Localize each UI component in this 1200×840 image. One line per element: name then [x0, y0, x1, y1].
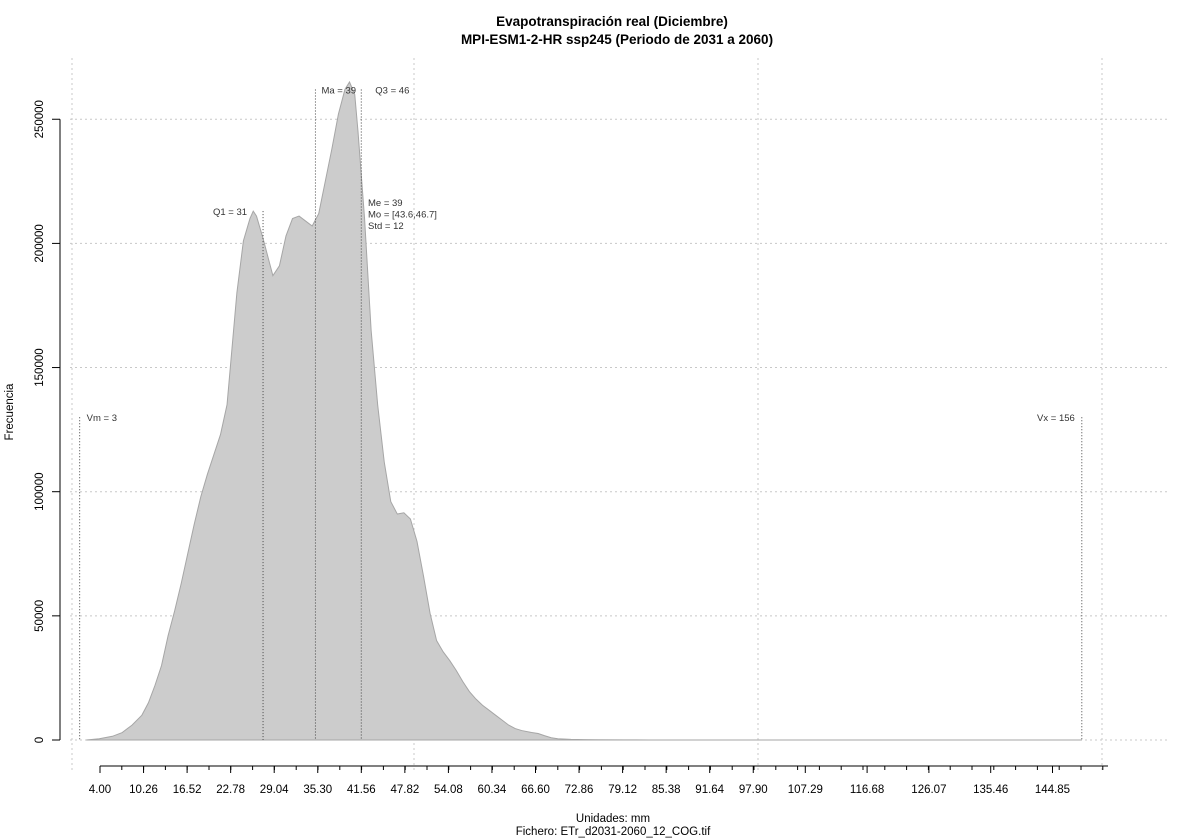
x-tick-label: 60.34: [478, 784, 507, 796]
reference-label: Ma = 39: [321, 85, 356, 96]
reference-label: Vm = 3: [87, 413, 117, 424]
annotations: Vm = 3 Q1 = 31 Ma = 39 Q3 = 46 Vx = 156 Me = …: [87, 85, 1075, 424]
x-tick-label: 22.78: [216, 784, 245, 796]
x-tick-label: 85.38: [652, 784, 681, 796]
stats-label: Mo = [43.6,46.7]: [368, 210, 437, 221]
y-tick-label: 100000: [34, 473, 46, 511]
stats-label: Std = 12: [368, 221, 404, 232]
y-tick-label: 50000: [34, 600, 46, 632]
chart-subtitle: MPI-ESM1-2-HR ssp245 (Periodo de 2031 a …: [461, 32, 773, 47]
file-caption: Fichero: ETr_d2031-2060_12_COG.tif: [516, 826, 711, 838]
x-tick-label: 47.82: [390, 784, 419, 796]
x-tick-label: 35.30: [303, 784, 332, 796]
x-tick-label: 79.12: [608, 784, 637, 796]
reference-label: Q1 = 31: [213, 207, 247, 218]
reference-lines: [79, 89, 1083, 740]
x-tick-label: 107.29: [788, 784, 823, 796]
x-tick-label: 29.04: [260, 784, 289, 796]
x-tick-label: 135.46: [973, 784, 1008, 796]
x-axis-title: Unidades: mm: [576, 813, 650, 825]
reference-label: Q3 = 46: [375, 85, 409, 96]
x-tick-label: 126.07: [911, 784, 946, 796]
reference-label: Vx = 156: [1037, 413, 1075, 424]
y-axis-title: Frecuencia: [4, 383, 16, 440]
stats-label: Me = 39: [368, 198, 403, 209]
x-tick-label: 10.26: [129, 784, 158, 796]
x-tick-label: 91.64: [695, 784, 724, 796]
y-tick-label: 200000: [34, 224, 46, 262]
frequency-area: [86, 80, 1082, 741]
x-tick-label: 66.60: [521, 784, 550, 796]
x-tick-label: 72.86: [565, 784, 594, 796]
x-tick-label: 4.00: [89, 784, 111, 796]
axes: [59, 119, 1108, 767]
x-tick-label: 16.52: [173, 784, 202, 796]
y-tick-label: 150000: [34, 348, 46, 386]
x-tick-label: 41.56: [347, 784, 376, 796]
y-tick-label: 250000: [34, 100, 46, 138]
tick-labels: 0 50000 100000 150000 200000 250000 4.00 10.26 1…: [34, 100, 1104, 796]
x-tick-label: 54.08: [434, 784, 463, 796]
x-tick-label: 144.85: [1035, 784, 1070, 796]
chart-title: Evapotranspiración real (Diciembre): [496, 14, 728, 29]
y-tick-label: 0: [34, 737, 46, 743]
x-tick-label: 116.68: [850, 784, 884, 796]
density-area: [86, 80, 1082, 741]
x-tick-label: 97.90: [739, 784, 768, 796]
